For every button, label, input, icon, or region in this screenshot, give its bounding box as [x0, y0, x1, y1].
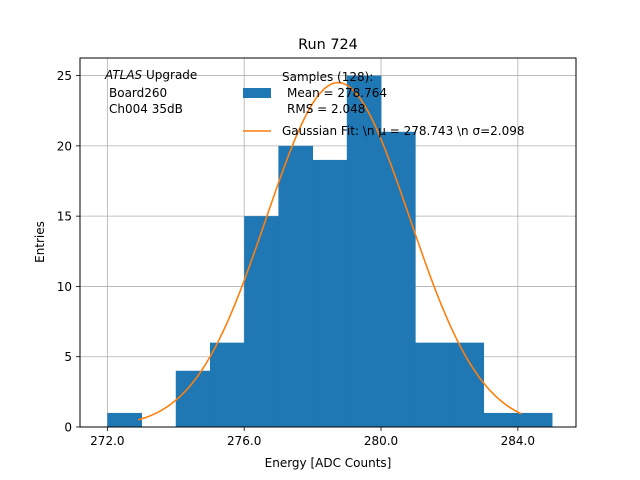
- histogram-bar: [278, 145, 314, 427]
- legend-hist-line-2: Mean = 278.764: [287, 86, 387, 100]
- annotation-line-3: Ch004 35dB: [109, 102, 183, 116]
- y-tick-label: 20: [57, 139, 72, 153]
- y-axis-label: Entries: [33, 221, 47, 263]
- y-tick-label: 5: [64, 350, 72, 364]
- histogram-bars: [107, 75, 553, 428]
- legend-hist-swatch: [243, 88, 271, 98]
- histogram-bar: [346, 75, 382, 428]
- chart-title: Run 724: [298, 37, 358, 53]
- y-tick-label: 15: [57, 210, 72, 224]
- histogram-bar: [244, 216, 279, 427]
- x-tick-label: 284.0: [501, 434, 535, 448]
- histogram-bar: [449, 342, 485, 427]
- legend-fit-label: Gaussian Fit: \n μ = 278.743 \n σ=2.098: [282, 124, 525, 138]
- x-tick-label: 280.0: [364, 434, 398, 448]
- legend: Samples (128): Mean = 278.764 RMS = 2.04…: [243, 70, 525, 138]
- y-tick-label: 0: [64, 421, 72, 435]
- histogram-bar: [483, 412, 519, 427]
- histogram-bar: [381, 131, 416, 428]
- plot-frame: [79, 57, 577, 428]
- annotation-line-1: ATLAS Upgrade: [104, 68, 197, 82]
- y-tick-label: 10: [57, 280, 72, 294]
- legend-hist-line-3: RMS = 2.048: [287, 102, 365, 116]
- axis-ticks: 272.0 276.0 280.0 284.0 0 5 10 15 20 25: [57, 69, 535, 448]
- legend-hist-line-1: Samples (128):: [282, 70, 373, 84]
- histogram-bar: [312, 159, 348, 427]
- annotation-line-2: Board260: [109, 86, 167, 100]
- annotation-block: ATLAS Upgrade Board260 Ch004 35dB: [104, 68, 197, 116]
- gaussian-fit-curve: [137, 81, 522, 421]
- atlas-label: ATLAS: [104, 68, 143, 82]
- histogram-bar: [209, 342, 245, 427]
- x-tick-label: 272.0: [90, 434, 124, 448]
- histogram-bar: [175, 370, 211, 427]
- histogram-bar: [415, 342, 450, 427]
- histogram-bar: [107, 412, 142, 427]
- histogram-bar: [517, 412, 553, 427]
- y-tick-label: 25: [57, 69, 72, 83]
- x-tick-label: 276.0: [227, 434, 261, 448]
- x-axis-label: Energy [ADC Counts]: [265, 456, 392, 470]
- upgrade-label: Upgrade: [142, 68, 197, 82]
